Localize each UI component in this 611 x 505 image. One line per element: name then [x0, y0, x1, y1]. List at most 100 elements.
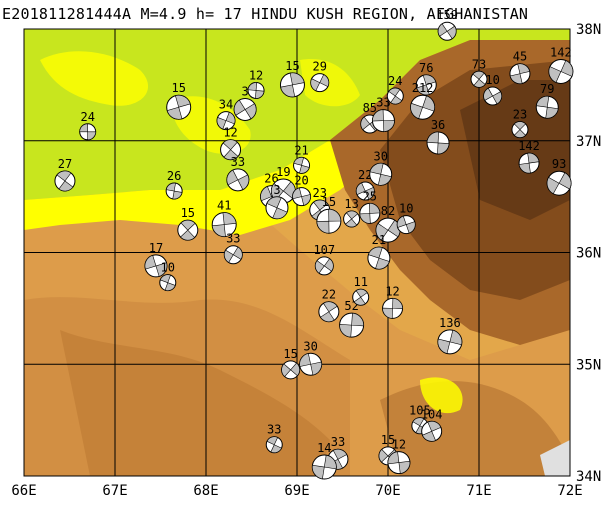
- beachball-symbol: 25: [359, 189, 381, 224]
- beachball-symbol: 15: [279, 59, 305, 98]
- beachball-symbol: 45: [509, 50, 531, 85]
- depth-label: 22: [322, 288, 336, 302]
- longitude-tick-label: 70E: [375, 483, 400, 499]
- compressional-quadrant: [233, 99, 246, 116]
- latitude-tick-label: 37N: [576, 134, 601, 150]
- beachball-symbol: 10: [483, 73, 503, 106]
- depth-label: 212: [412, 81, 434, 95]
- depth-label: 107: [313, 243, 335, 257]
- compressional-quadrant: [382, 307, 393, 319]
- compressional-quadrant: [437, 142, 450, 155]
- beachball-symbol: 22: [355, 168, 375, 201]
- compressional-quadrant: [353, 296, 366, 306]
- beachball-symbol: 142: [548, 45, 574, 84]
- map-border: [23, 28, 571, 477]
- depth-label: 23: [513, 108, 527, 122]
- depth-label: 15: [322, 195, 336, 209]
- beachball-symbol: 93: [546, 157, 572, 196]
- depth-label: 24: [80, 110, 94, 124]
- beachball-symbol: 15: [166, 81, 192, 120]
- compressional-quadrant: [387, 451, 400, 465]
- beachball-symbol: 3: [233, 84, 257, 121]
- compressional-quadrant: [155, 262, 168, 277]
- compressional-quadrant: [281, 363, 292, 378]
- depth-label: 12: [249, 68, 263, 82]
- compressional-quadrant: [164, 282, 176, 291]
- beachball-symbol: 12: [247, 68, 265, 99]
- compressional-quadrant: [289, 72, 305, 86]
- beachball-symbol: 212: [410, 81, 436, 120]
- beachball-symbol: 14: [311, 441, 337, 480]
- compressional-quadrant: [410, 102, 423, 119]
- depth-label: 22: [358, 168, 372, 182]
- compressional-quadrant: [328, 208, 342, 222]
- longitude-tick-label: 69E: [284, 483, 309, 499]
- beachball-symbol: 12: [220, 126, 242, 161]
- latitude-tick-label: 35N: [576, 357, 601, 373]
- compressional-quadrant: [272, 207, 288, 220]
- beachball-symbol: 23: [511, 108, 529, 139]
- compressional-quadrant: [377, 173, 392, 186]
- latitude-tick-label: 36N: [576, 246, 601, 262]
- depth-label: 21: [372, 233, 386, 247]
- beachball-symbol: 159: [436, 8, 458, 41]
- compressional-quadrant: [378, 448, 389, 463]
- longitude-tick-label: 68E: [193, 483, 218, 499]
- compressional-quadrant: [292, 187, 302, 200]
- compressional-quadrant: [372, 109, 384, 122]
- beachball-symbol: 30: [299, 339, 323, 376]
- longitude-tick-label: 66E: [11, 483, 36, 499]
- depth-label: 10: [161, 261, 175, 275]
- compressional-quadrant: [225, 111, 236, 125]
- compressional-quadrant: [319, 74, 330, 87]
- depth-label: 19: [276, 165, 290, 179]
- depth-label: 76: [419, 61, 433, 75]
- beachball-symbol: 12: [382, 284, 404, 319]
- beachball-symbol: 17: [144, 241, 168, 278]
- compressional-quadrant: [364, 186, 375, 200]
- compressional-quadrant: [536, 95, 550, 108]
- compressional-quadrant: [266, 436, 279, 446]
- longitude-labels: 66E 67E 68E 69E 70E 71E 72E: [11, 483, 582, 499]
- depth-label: 21: [294, 143, 308, 157]
- depth-label: 12: [392, 438, 406, 452]
- beachball-symbol: 15: [177, 206, 199, 241]
- depth-label: 15: [181, 206, 195, 220]
- beachball-symbol: 30: [369, 149, 393, 186]
- compressional-quadrant: [422, 430, 436, 442]
- compressional-quadrant: [79, 123, 88, 133]
- compressional-quadrant: [422, 74, 437, 86]
- compressional-quadrant: [58, 180, 74, 192]
- beachball-symbol: 10: [396, 202, 416, 235]
- compressional-quadrant: [87, 131, 97, 141]
- depth-label: 29: [313, 60, 327, 74]
- beachball-symbol: 142: [518, 139, 540, 174]
- compressional-quadrant: [437, 338, 451, 354]
- depth-label: 159: [436, 8, 458, 22]
- depth-label: 14: [317, 441, 331, 455]
- compressional-quadrant: [548, 66, 562, 83]
- compressional-quadrant: [293, 157, 304, 166]
- compressional-quadrant: [472, 71, 485, 80]
- depth-label: 10: [485, 73, 499, 87]
- compressional-quadrant: [437, 23, 448, 37]
- compressional-quadrant: [280, 84, 296, 98]
- depth-label: 12: [223, 126, 237, 140]
- compressional-quadrant: [446, 25, 457, 40]
- compressional-quadrant: [223, 149, 239, 160]
- beachball-symbol: 21: [293, 143, 311, 174]
- compressional-quadrant: [315, 260, 325, 274]
- beachball-symbol: 36: [426, 118, 450, 155]
- depth-label: 20: [294, 174, 308, 188]
- compressional-quadrant: [312, 464, 325, 480]
- compressional-quadrant: [416, 84, 430, 96]
- depth-label: 11: [353, 275, 367, 289]
- beachball-symbol: 20: [292, 174, 312, 207]
- depth-label: 41: [217, 199, 231, 213]
- depth-label: 27: [58, 157, 72, 171]
- compressional-quadrant: [222, 139, 238, 151]
- compressional-quadrant: [483, 87, 494, 101]
- beachball-symbol: 136: [437, 316, 463, 355]
